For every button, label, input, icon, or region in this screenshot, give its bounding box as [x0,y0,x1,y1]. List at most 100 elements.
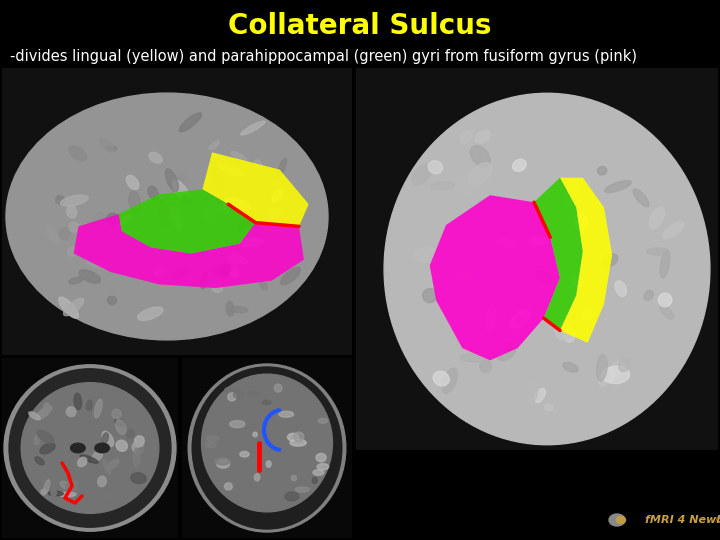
Polygon shape [119,190,256,253]
Ellipse shape [6,93,328,340]
Ellipse shape [74,393,81,410]
Ellipse shape [78,457,87,467]
Ellipse shape [228,393,236,401]
Ellipse shape [192,367,342,529]
Ellipse shape [384,93,710,445]
Ellipse shape [51,490,57,496]
Ellipse shape [178,173,186,182]
Ellipse shape [253,432,257,437]
Ellipse shape [451,174,474,195]
Ellipse shape [290,440,306,446]
Ellipse shape [207,436,219,442]
Ellipse shape [486,305,495,332]
Ellipse shape [137,448,154,461]
Ellipse shape [204,201,217,220]
Ellipse shape [95,443,109,453]
Ellipse shape [285,492,299,501]
Bar [2,358,178,538]
Ellipse shape [433,371,449,386]
Ellipse shape [172,266,191,280]
Ellipse shape [69,277,83,284]
Ellipse shape [99,139,114,152]
Ellipse shape [230,421,245,428]
Ellipse shape [35,433,40,445]
Ellipse shape [614,359,626,371]
Ellipse shape [662,221,684,239]
Ellipse shape [277,158,287,177]
Ellipse shape [135,436,144,447]
Ellipse shape [59,492,76,497]
Ellipse shape [68,146,86,161]
Ellipse shape [166,169,179,192]
Ellipse shape [480,360,491,373]
Ellipse shape [4,365,176,531]
Ellipse shape [254,160,262,168]
Ellipse shape [96,444,103,450]
Ellipse shape [318,418,328,423]
Ellipse shape [107,459,119,470]
Polygon shape [534,178,582,330]
Ellipse shape [103,459,111,475]
Ellipse shape [267,207,282,218]
Ellipse shape [431,182,454,190]
Ellipse shape [44,480,50,494]
Ellipse shape [412,165,431,185]
Ellipse shape [202,374,333,512]
Ellipse shape [55,195,64,204]
Ellipse shape [658,293,672,307]
Ellipse shape [212,167,225,192]
Ellipse shape [40,443,55,454]
Ellipse shape [511,288,535,307]
Ellipse shape [240,239,264,246]
Ellipse shape [313,470,324,475]
Ellipse shape [496,343,516,361]
Ellipse shape [664,326,679,350]
Ellipse shape [116,215,131,226]
Ellipse shape [603,366,629,383]
Ellipse shape [461,354,487,362]
Polygon shape [202,152,309,226]
Ellipse shape [660,305,674,319]
Ellipse shape [274,384,282,392]
Ellipse shape [115,419,125,426]
Ellipse shape [240,121,265,135]
Ellipse shape [59,297,78,318]
Ellipse shape [41,489,46,495]
Ellipse shape [219,204,230,214]
Ellipse shape [9,369,171,527]
Ellipse shape [116,440,127,451]
Ellipse shape [660,250,670,278]
Ellipse shape [60,195,89,206]
Ellipse shape [188,364,346,532]
Ellipse shape [45,225,59,244]
Ellipse shape [148,186,158,200]
Ellipse shape [94,399,102,418]
Text: fMRI 4 Newbies: fMRI 4 Newbies [645,515,720,525]
Ellipse shape [230,151,247,161]
Ellipse shape [609,514,625,526]
Ellipse shape [129,191,140,213]
Ellipse shape [527,379,538,404]
Ellipse shape [510,309,530,328]
Text: .com: .com [713,516,720,524]
Ellipse shape [281,267,300,285]
Ellipse shape [279,411,294,417]
Ellipse shape [21,383,159,514]
Ellipse shape [86,400,92,410]
Ellipse shape [229,307,248,313]
Ellipse shape [240,451,249,457]
Ellipse shape [102,431,114,447]
Ellipse shape [138,307,163,320]
Ellipse shape [107,213,120,226]
Ellipse shape [212,266,228,278]
Bar [2,68,352,355]
Ellipse shape [29,412,40,420]
Ellipse shape [212,283,222,293]
Polygon shape [560,178,612,343]
Ellipse shape [428,161,443,174]
Ellipse shape [220,264,231,275]
Ellipse shape [126,176,139,190]
Ellipse shape [228,252,239,268]
Ellipse shape [69,222,79,232]
Ellipse shape [644,291,653,300]
